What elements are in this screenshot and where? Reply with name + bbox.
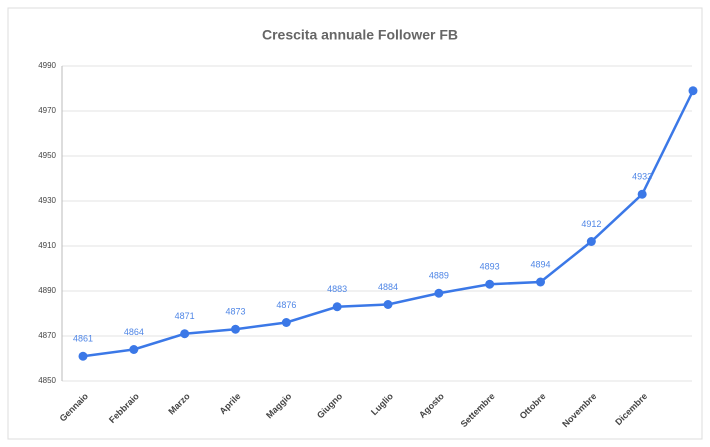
point xyxy=(586,237,596,246)
value-label: 4883 xyxy=(327,284,347,294)
point xyxy=(434,288,444,298)
y-tick-label: 4970 xyxy=(38,106,56,115)
point xyxy=(180,329,190,339)
point xyxy=(637,189,647,199)
y-tick-label: 4890 xyxy=(38,286,56,295)
value-label: 4912 xyxy=(581,219,601,229)
point xyxy=(281,318,291,327)
value-label: 4884 xyxy=(378,282,398,292)
y-tick-label: 4850 xyxy=(38,376,56,385)
value-label: 4871 xyxy=(175,311,195,321)
value-label: 4873 xyxy=(225,307,245,317)
y-tick-label: 4990 xyxy=(38,61,56,70)
value-label: 4889 xyxy=(429,271,449,281)
value-label: 4933 xyxy=(632,172,652,182)
value-label: 4894 xyxy=(530,259,550,269)
point xyxy=(383,300,393,309)
point xyxy=(536,277,545,287)
value-label: 4864 xyxy=(124,327,144,337)
chart-title: Crescita annuale Follower FB xyxy=(262,27,458,43)
y-tick-label: 4930 xyxy=(38,196,56,205)
point xyxy=(332,302,342,312)
value-label: 4861 xyxy=(73,334,93,344)
y-tick-label: 4870 xyxy=(38,331,56,340)
point xyxy=(78,351,88,361)
value-label: 4893 xyxy=(480,262,500,272)
y-tick-label: 4910 xyxy=(38,241,56,250)
point xyxy=(129,345,139,354)
chart-frame xyxy=(7,7,703,440)
point xyxy=(231,324,240,334)
point xyxy=(485,279,495,289)
point xyxy=(688,86,698,96)
value-label: 4876 xyxy=(276,300,296,310)
y-tick-label: 4950 xyxy=(38,151,56,160)
